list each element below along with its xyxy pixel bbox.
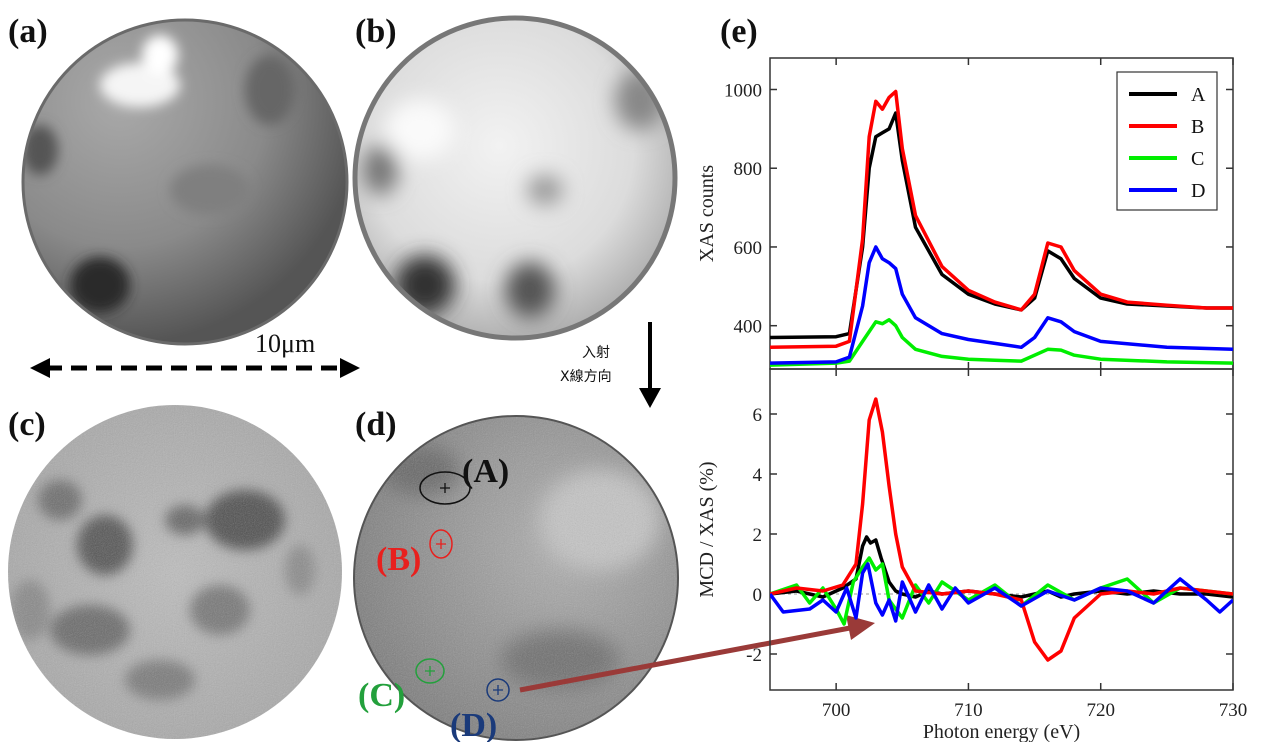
- scale-arrow-right-icon: [340, 358, 360, 378]
- point-label-b: (B): [376, 541, 421, 578]
- xas-ytick-label: 600: [734, 238, 763, 259]
- marker-a: [419, 471, 471, 505]
- panel-a-image: [21, 18, 349, 346]
- mcd-xlabel: Photon energy (eV): [923, 721, 1080, 742]
- xas-ytick-label: 1000: [724, 80, 762, 101]
- point-label-a: (A): [462, 453, 509, 490]
- mcd-series-b: [770, 397, 1233, 662]
- panel-c-image: [8, 405, 342, 739]
- marker-c: [415, 658, 445, 684]
- incident-note-line1: 入射: [582, 345, 610, 361]
- pointer-arrow: [519, 615, 875, 693]
- mcd-plot-frame: [769, 368, 1234, 691]
- xas-series-d: [770, 245, 1233, 365]
- xas-series-c: [770, 318, 1233, 367]
- panel-label-a: (a): [8, 13, 48, 50]
- mcd-xtick-label: 700: [822, 700, 851, 721]
- mcd-ytick-label: 6: [753, 405, 763, 426]
- xas-ytick-label: 400: [734, 317, 763, 338]
- xas-series-b: [770, 89, 1233, 350]
- marker-b: [429, 529, 453, 559]
- scale-bar-label: 10μm: [255, 329, 315, 358]
- pointer-arrowhead-icon: [846, 615, 875, 640]
- mcd-ylabel: MCD / XAS (%): [696, 461, 718, 597]
- panel-label-b: (b): [355, 13, 397, 50]
- mcd-series-d: [770, 562, 1233, 623]
- legend-label-b: B: [1191, 116, 1204, 138]
- point-label-d: (D): [450, 707, 497, 742]
- panel-label-e: (e): [720, 13, 758, 50]
- xas-ytick-label: 800: [734, 159, 763, 180]
- panel-label-d: (d): [355, 406, 397, 443]
- legend-label-c: C: [1191, 148, 1204, 170]
- mcd-ytick-label: 2: [753, 525, 763, 546]
- point-label-c: (C): [358, 677, 405, 714]
- xas-series-a: [770, 111, 1233, 340]
- mcd-ytick-label: -2: [746, 645, 762, 666]
- incident-xray-note: 入射 X線方向: [560, 322, 661, 408]
- mcd-ytick-label: 4: [753, 465, 763, 486]
- legend-label-a: A: [1191, 84, 1206, 106]
- mcd-xtick-label: 720: [1086, 700, 1115, 721]
- mcd-series-c: [770, 556, 1233, 626]
- scale-arrow-left-icon: [30, 358, 50, 378]
- mcd-xtick-label: 730: [1219, 700, 1248, 721]
- mcd-ytick-label: 0: [753, 585, 763, 606]
- mcd-xtick-label: 710: [954, 700, 983, 721]
- legend-label-d: D: [1191, 180, 1205, 202]
- mcd-series-a: [770, 535, 1233, 599]
- down-arrow-icon: [639, 388, 661, 408]
- marker-d: [486, 678, 510, 702]
- incident-note-line2: X線方向: [560, 369, 612, 385]
- panel-b-image: [352, 15, 678, 341]
- mcd-chart: -2 0 2 4 6 700 710 720 730 MCD / XAS (%) Photon en…: [696, 368, 1248, 742]
- xas-ylabel: XAS counts: [696, 165, 718, 262]
- panel-label-c: (c): [8, 406, 46, 443]
- scale-bar: 10μm: [30, 329, 360, 378]
